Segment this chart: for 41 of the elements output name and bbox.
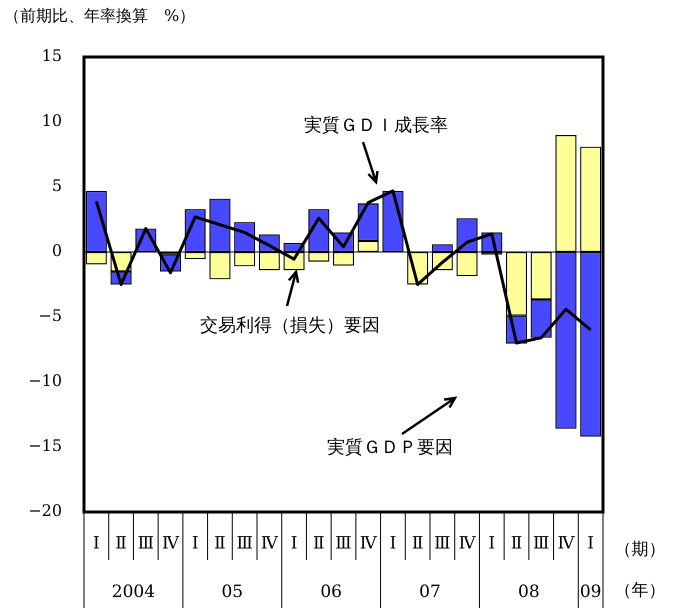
y-tick-label: −5 <box>38 306 62 326</box>
x-tick-label: Ⅲ <box>335 534 352 554</box>
x-tick-label: Ⅲ <box>533 534 550 554</box>
x-tick-label: Ⅳ <box>162 534 180 554</box>
x-tick-label: Ⅰ <box>390 534 396 554</box>
x-tick-label: Ⅰ <box>488 534 496 554</box>
x-tick-label: Ⅳ <box>458 534 477 554</box>
x-tick-label: Ⅱ <box>313 534 325 554</box>
text: 08 <box>518 582 540 602</box>
y-tick-label: 5 <box>52 176 62 196</box>
x-tick-label: Ⅳ <box>360 534 378 554</box>
x-tick-label: Ⅰ <box>192 534 199 554</box>
text: 06 <box>320 582 342 602</box>
y-axis-title: （前期比、年率換算 %） <box>4 6 196 27</box>
y-tick-label: −20 <box>28 501 62 520</box>
annotation: 交易利得（損失）要因 <box>200 314 380 337</box>
x-tick-label: Ⅳ <box>260 534 279 554</box>
text: 2004 <box>112 582 156 602</box>
y-tick-label: 10 <box>42 111 62 130</box>
x-tick-label: Ⅲ <box>138 534 154 554</box>
annotation: 実質ＧＤＰ要因 <box>327 436 453 459</box>
x-tick-label: Ⅳ <box>557 534 576 554</box>
x-tick-label: Ⅲ <box>434 534 451 554</box>
text: 07 <box>419 582 441 602</box>
x-tick-label: Ⅱ <box>115 534 127 554</box>
y-tick-label: 0 <box>52 241 62 260</box>
x-tick-label: Ⅱ <box>214 534 226 554</box>
text: （年） <box>614 580 666 602</box>
y-tick-label: 15 <box>42 46 62 66</box>
x-tick-label: Ⅰ <box>93 534 100 554</box>
x-tick-label: Ⅰ <box>587 534 594 554</box>
x-tick-label: Ⅰ <box>290 534 298 554</box>
x-tick-label: Ⅱ <box>510 534 522 554</box>
annotation: 実質ＧＤＩ成長率 <box>304 114 448 137</box>
x-tick-label: Ⅱ <box>412 534 424 554</box>
y-tick-label: −10 <box>28 371 62 390</box>
x-axis-title: （期） <box>614 538 666 560</box>
y-tick-label: −15 <box>28 436 62 456</box>
text: 09 <box>580 582 602 602</box>
x-tick-label: Ⅲ <box>236 534 253 554</box>
text: 05 <box>221 582 244 602</box>
